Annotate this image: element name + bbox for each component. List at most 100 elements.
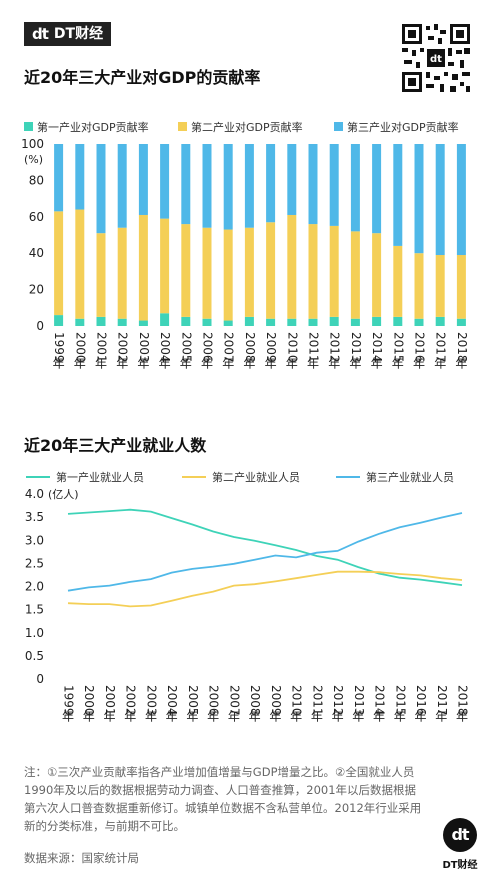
bar-segment [96,144,106,234]
chart-notes: 注：①三次产业贡献率指各产业增加值增量与GDP增量之比。②全国就业人员1990年… [24,765,422,833]
x-tick-suffix: 年 [434,357,446,371]
x-tick-year: 2003 [144,685,158,716]
x-tick-year: 2009 [269,685,283,716]
y-tick-label: 0.5 [25,649,44,663]
y-tick-label: 100 [21,137,44,151]
x-tick-year: 2008 [243,332,257,363]
x-tick-year: 2000 [73,332,87,363]
x-tick-suffix: 年 [201,357,213,371]
x-tick-year: 2005 [179,332,193,363]
x-tick-suffix: 年 [455,357,467,371]
x-tick-suffix: 年 [413,357,425,371]
x-tick-suffix: 年 [249,710,261,724]
bar-segment [372,144,382,234]
x-tick-year: 1999 [52,332,66,363]
x-tick-suffix: 年 [103,710,115,724]
qr-code-icon: dt [400,22,472,94]
x-tick-year: 2008 [248,685,262,716]
x-tick-suffix: 年 [207,710,219,724]
x-tick-year: 1999 [62,685,76,716]
x-tick-suffix: 年 [95,357,107,371]
legend-swatch [334,122,343,131]
y-tick-label: 0 [36,319,44,333]
bar-segment [75,144,85,210]
bar-segment [414,318,424,326]
bar-segment [414,144,424,254]
x-tick-year: 2006 [207,685,221,716]
bar-segment [308,144,318,225]
legend-label: 第三产业就业人员 [366,470,454,484]
employment-line-chart: 第一产业就业人员 第二产业就业人员 第三产业就业人员 0 0.5 1.0 1.5 2.0 2.5… [25,470,470,724]
bar-segment [117,227,127,319]
bar-segment [350,144,360,232]
x-tick-year: 2001 [103,685,117,716]
bar-segment [244,227,254,317]
x-tick-suffix: 年 [222,357,234,371]
bar-segment [160,313,170,326]
x-tick-year: 2017 [434,332,448,363]
footer-brand-name: DT财经 [442,860,478,871]
x-tick-year: 2014 [373,685,387,716]
x-tick-label: 2001年 [95,332,109,371]
x-tick-year: 2012 [331,685,345,716]
x-tick-year: 2018 [456,685,470,716]
x-tick-suffix: 年 [74,357,86,371]
bar-segment [138,214,148,321]
x-tick-suffix: 年 [145,710,157,724]
bar-segment [223,320,233,326]
x-tick-suffix: 年 [286,357,298,371]
bar-segment [75,209,85,319]
bar-segment [372,233,382,317]
bar-segment [202,227,212,319]
y-tick-label: 4.0 [25,487,44,501]
bar-segment [202,144,212,228]
x-tick-year: 2009 [264,332,278,363]
y-tick-label: 60 [29,210,44,224]
legend-label: 第二产业就业人员 [212,470,300,484]
brand-logo: dt DT财经 [24,22,112,46]
bar-segment [244,144,254,228]
bar-segment [329,225,339,317]
x-tick-year: 2003 [137,332,151,363]
x-tick-year: 2010 [290,685,304,716]
bar-segment [329,316,339,326]
bar-segment [223,229,233,321]
x-tick-year: 2004 [158,332,172,363]
x-tick-suffix: 年 [373,710,385,724]
legend-swatch [178,122,187,131]
bar-segment [350,231,360,319]
legend-label: 第一产业对GDP贡献率 [37,120,149,134]
y-axis-unit: (亿人) [48,488,79,501]
legend-swatch [24,122,33,131]
x-tick-suffix: 年 [159,357,171,371]
bar-segment [456,144,466,256]
brand-name: DT财经 [53,26,104,42]
x-tick-year: 2005 [186,685,200,716]
x-tick-suffix: 年 [352,710,364,724]
footer-brand-logo: dt DT财经 [440,818,480,871]
bar-segment [54,315,64,326]
x-tick-year: 2017 [435,685,449,716]
x-tick-label: 2012年 [328,332,342,371]
x-tick-label: 2001年 [103,685,117,724]
bar-segment [138,144,148,215]
x-tick-year: 2012 [328,332,342,363]
x-tick-year: 2013 [352,685,366,716]
bar-segment [160,144,170,219]
x-tick-suffix: 年 [265,357,277,371]
x-tick-year: 2002 [124,685,138,716]
